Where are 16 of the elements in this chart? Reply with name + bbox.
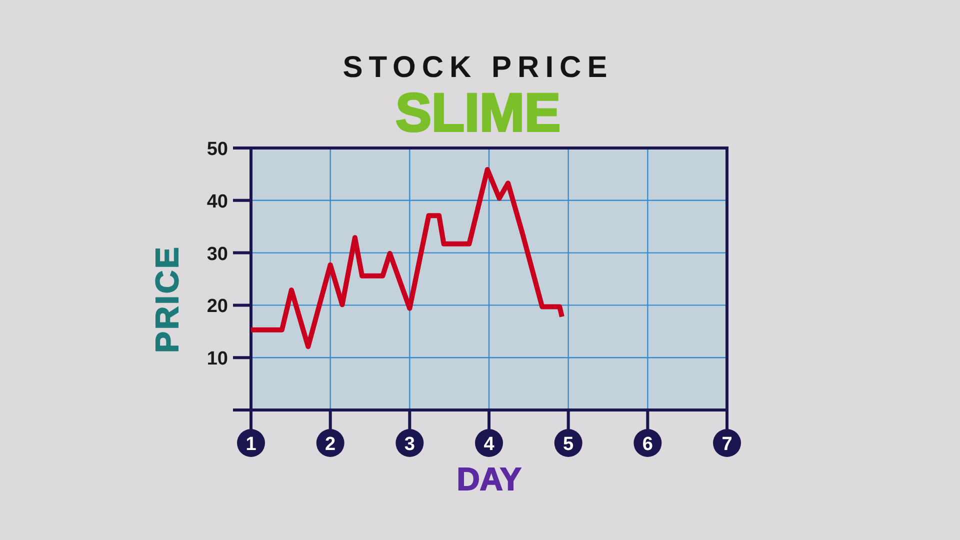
x-tick-label: 3 — [404, 434, 415, 455]
x-tick-label: 2 — [325, 434, 336, 455]
x-tick-label: 5 — [563, 434, 574, 455]
x-tick-label: 7 — [722, 434, 732, 455]
y-tick-label: 40 — [206, 191, 228, 212]
y-axis-title: PRICE — [149, 245, 185, 353]
chart-subtitle: SLIME — [395, 83, 561, 143]
y-tick-label: 10 — [206, 348, 228, 370]
y-tick-label: 30 — [206, 244, 228, 265]
x-tick-label: 4 — [484, 434, 495, 455]
x-tick-label: 1 — [246, 434, 257, 455]
y-tick-label: 50 — [206, 139, 228, 160]
x-axis-title: DAY — [456, 461, 522, 497]
y-tick-label: 20 — [206, 296, 228, 318]
chart-title: STOCK PRICE — [342, 51, 614, 84]
x-tick-label: 6 — [642, 434, 653, 455]
